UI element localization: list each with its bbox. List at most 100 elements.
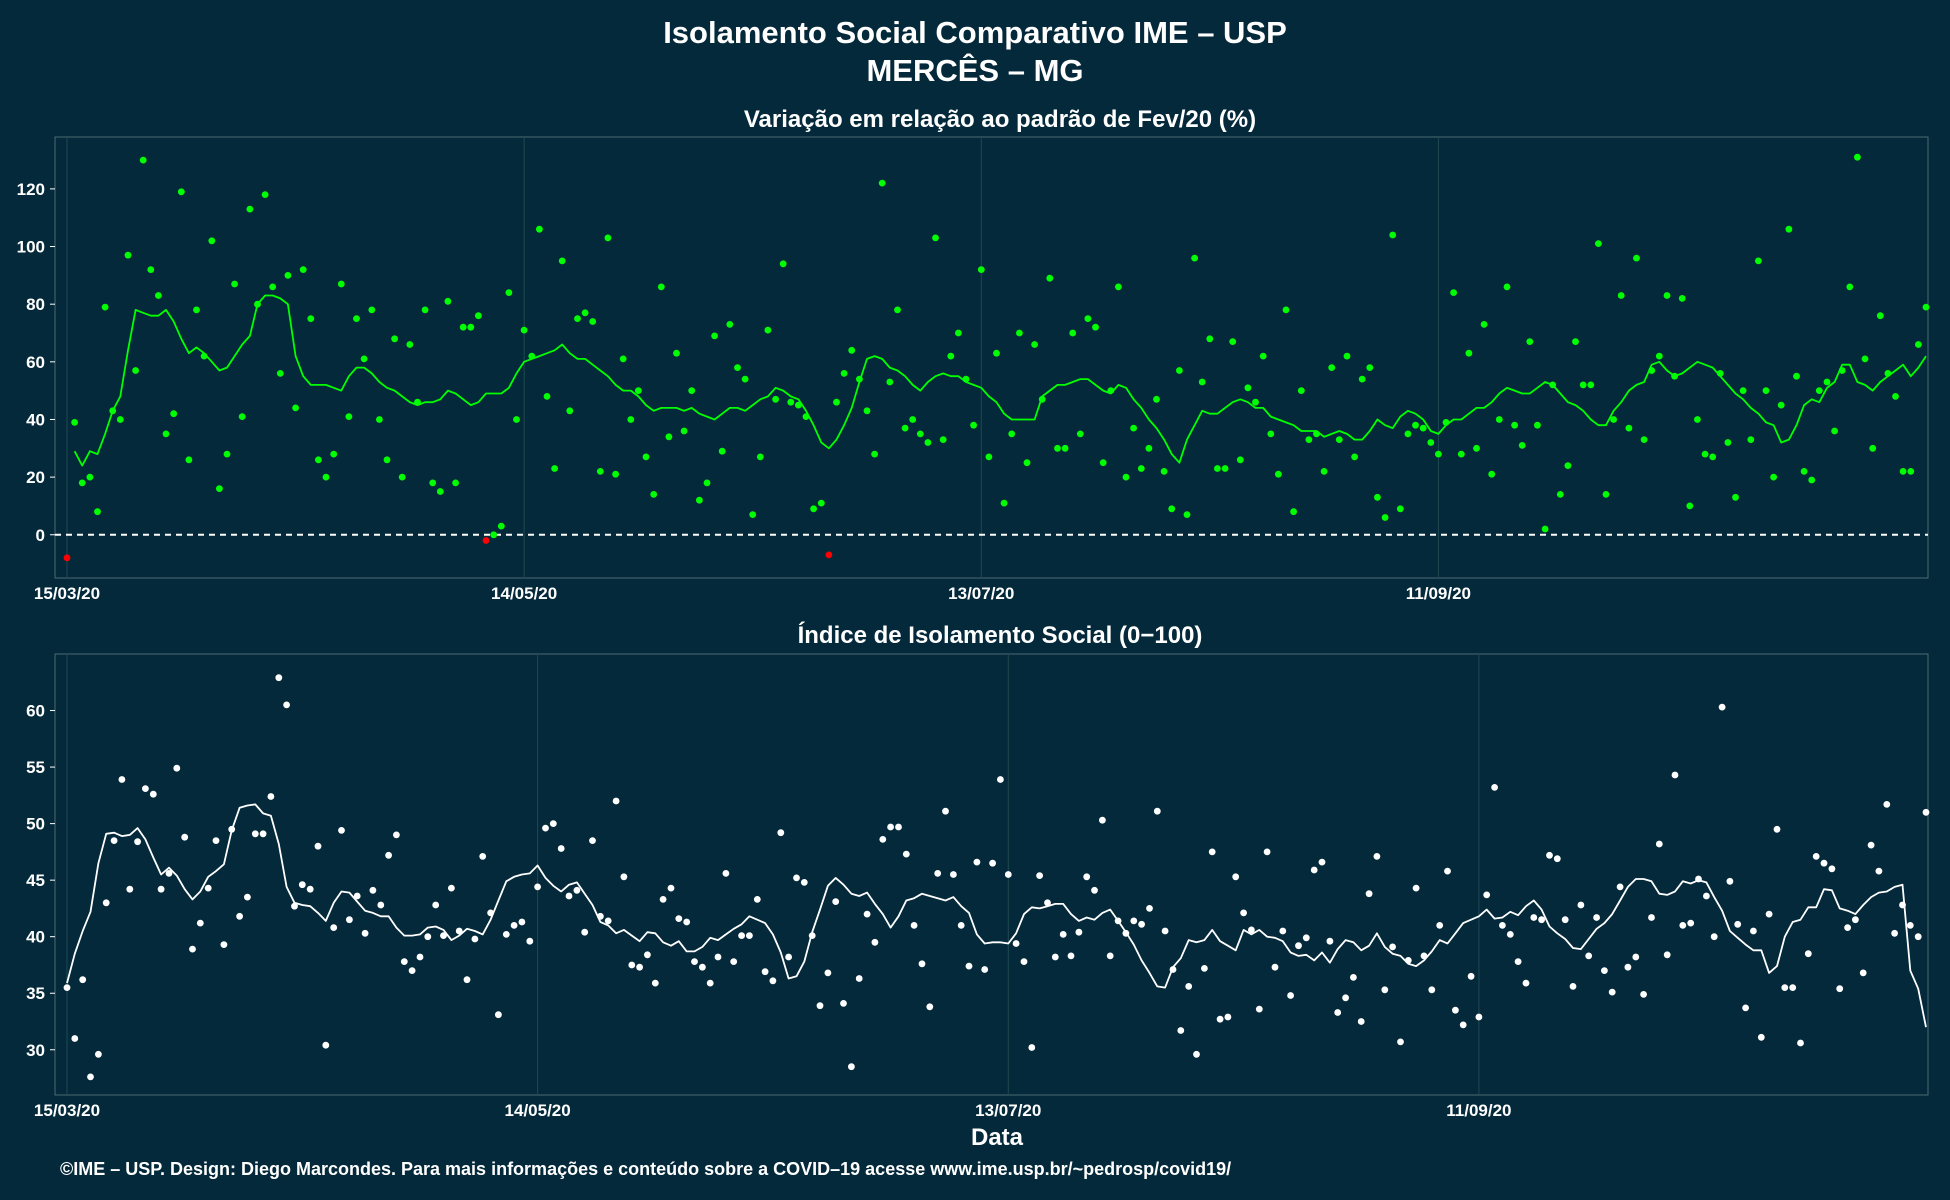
p1-data-point <box>558 257 566 265</box>
p1-data-point <box>139 156 147 164</box>
p2-data-point <box>926 1003 934 1011</box>
p1-data-point <box>177 188 185 196</box>
p1-data-point <box>1648 367 1656 374</box>
p2-data-point <box>573 886 581 894</box>
p2-data-point <box>1326 937 1334 945</box>
p2-data-point <box>353 892 361 900</box>
p2-data-point <box>1867 841 1875 849</box>
footer-credit: ©IME – USP. Design: Diego Marcondes. Par… <box>60 1159 1231 1179</box>
p1-data-point <box>1572 338 1579 345</box>
p1-data-point <box>688 387 696 394</box>
p2-data-point <box>173 764 181 772</box>
p2-data-point <box>102 899 110 907</box>
p1-data-point <box>398 473 406 481</box>
p2-data-point <box>1373 853 1381 860</box>
p2-data-point <box>1750 927 1757 935</box>
p2-data-point <box>1169 966 1177 973</box>
p2-data-point <box>910 922 918 929</box>
p1-data-point <box>429 479 437 487</box>
p1-data-point <box>696 496 703 504</box>
p2-data-point <box>432 901 440 909</box>
p1-data-point <box>1404 430 1412 438</box>
p2-data-point <box>1906 922 1914 929</box>
p1-data-point <box>436 488 444 495</box>
p1-data-point <box>1549 381 1557 389</box>
p1-data-point <box>1709 453 1717 461</box>
p2-data-point <box>361 929 369 937</box>
p1-data-point <box>909 416 917 423</box>
p1-data-point <box>1244 384 1252 392</box>
p1-data-point <box>1899 468 1907 475</box>
p1-data-point <box>1739 387 1747 394</box>
p2-data-point <box>204 884 212 892</box>
p2-y-tick-label: 35 <box>26 984 45 1003</box>
p1-data-point <box>315 456 322 464</box>
p2-data-point <box>1059 931 1067 938</box>
p2-data-point <box>1028 1044 1036 1051</box>
p2-data-point <box>1789 984 1797 991</box>
p2-data-point <box>1255 1005 1263 1013</box>
p1-data-point <box>1221 465 1229 472</box>
p2-data-point <box>1459 1021 1467 1029</box>
p2-data-point <box>1569 983 1577 990</box>
p2-data-point <box>228 825 236 833</box>
p1-data-point <box>109 407 117 415</box>
p2-data-point <box>71 1035 79 1042</box>
p2-data-point <box>1687 919 1695 927</box>
p2-data-point <box>1271 963 1279 971</box>
p2-data-point <box>369 886 377 894</box>
p2-data-point <box>871 938 879 946</box>
p2-data-point <box>1036 872 1043 879</box>
p1-data-point <box>1115 283 1122 291</box>
p1-data-point <box>1389 231 1397 239</box>
p2-data-point <box>118 776 126 783</box>
p2-data-point <box>1232 873 1240 881</box>
p1-data-point <box>1160 468 1168 475</box>
p2-data-point <box>848 1063 855 1071</box>
p2-data-point <box>824 969 832 977</box>
p2-data-point <box>126 885 134 893</box>
p2-data-point <box>997 776 1004 783</box>
p2-data-point <box>1640 991 1647 998</box>
p2-x-tick-label: 14/05/20 <box>505 1101 571 1120</box>
p1-data-point <box>665 433 673 441</box>
p1-data-point <box>216 485 223 492</box>
p2-data-point <box>393 831 400 839</box>
p1-data-point <box>360 355 368 363</box>
p2-data-point <box>1240 909 1247 917</box>
p2-y-tick-label: 55 <box>26 758 45 777</box>
p2-data-point <box>1836 985 1844 993</box>
p1-data-point <box>1884 370 1892 377</box>
p1-data-point <box>1084 315 1092 322</box>
p2-data-point <box>542 824 549 832</box>
p2-data-point <box>518 918 526 926</box>
p1-data-point <box>414 398 421 406</box>
p2-data-point <box>1875 867 1883 875</box>
p2-data-point <box>455 927 463 935</box>
p1-data-point <box>1412 421 1419 429</box>
p1-data-point <box>467 323 475 331</box>
p2-data-point <box>1491 784 1498 791</box>
p2-data-point <box>730 958 738 965</box>
p2-data-point <box>1193 1050 1200 1058</box>
p1-data-point <box>1305 436 1313 443</box>
p1-data-point <box>543 393 551 400</box>
p1-data-point <box>772 395 779 403</box>
p2-data-point <box>189 945 196 953</box>
p1-data-point <box>734 364 741 371</box>
p2-data-point <box>1350 974 1357 981</box>
panel-2-title: Índice de Isolamento Social (0−100) <box>798 621 1203 649</box>
p1-data-point <box>1876 312 1884 320</box>
p2-data-point <box>1420 952 1428 960</box>
p1-data-point <box>1457 450 1465 458</box>
p2-data-point <box>1703 892 1710 900</box>
p2-data-point <box>1452 1006 1459 1014</box>
p2-data-point <box>1436 922 1444 929</box>
p1-data-point <box>200 352 208 360</box>
p1-data-point <box>1488 470 1496 478</box>
p1-data-point <box>497 522 505 530</box>
p1-data-point <box>94 508 101 516</box>
p1-data-point <box>368 306 376 314</box>
p1-data-point <box>1541 525 1549 533</box>
